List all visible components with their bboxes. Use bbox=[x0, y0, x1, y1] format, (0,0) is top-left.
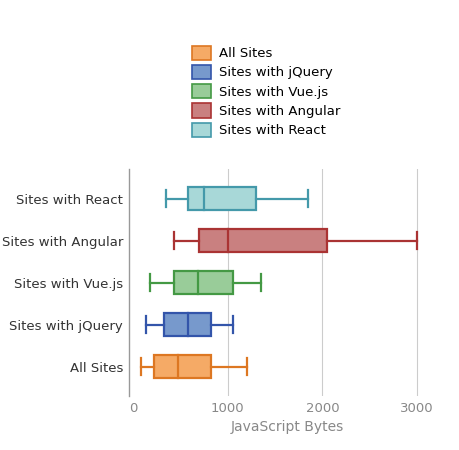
Bar bbox=[188, 187, 256, 210]
Bar bbox=[164, 313, 211, 336]
Bar bbox=[174, 271, 233, 294]
Bar bbox=[154, 355, 211, 378]
X-axis label: JavaScript Bytes: JavaScript Bytes bbox=[230, 420, 343, 434]
Bar bbox=[199, 229, 327, 252]
Legend: All Sites, Sites with jQuery, Sites with Vue.js, Sites with Angular, Sites with : All Sites, Sites with jQuery, Sites with… bbox=[192, 45, 340, 137]
